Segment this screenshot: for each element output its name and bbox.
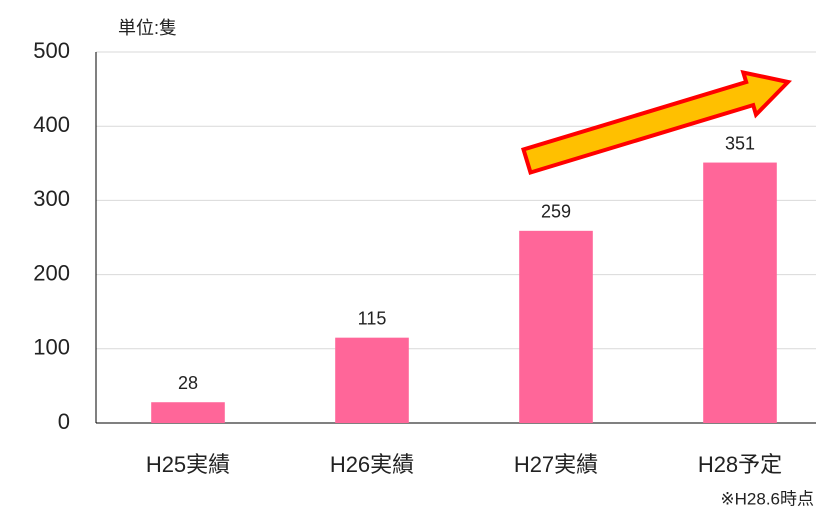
bar (519, 230, 593, 423)
data-label: 351 (725, 133, 755, 153)
y-tick-label: 400 (33, 112, 70, 137)
bar (151, 402, 225, 423)
x-tick-label: H27実績 (514, 452, 598, 477)
y-tick-label: 300 (33, 186, 70, 211)
data-label: 259 (541, 202, 571, 222)
trend-arrow (521, 69, 792, 175)
unit-label: 単位:隻 (118, 18, 177, 38)
bar (703, 162, 777, 424)
data-label: 115 (358, 308, 387, 328)
x-tick-label: H25実績 (146, 452, 230, 477)
data-label: 28 (178, 373, 198, 393)
y-tick-label: 100 (33, 335, 70, 360)
x-tick-label: H28予定 (698, 452, 782, 477)
x-tick-label: H26実績 (330, 452, 414, 477)
y-tick-label: 0 (58, 409, 70, 434)
bar (335, 337, 409, 423)
y-tick-label: 500 (33, 38, 70, 63)
note: ※H28.6時点 (720, 489, 814, 508)
y-tick-label: 200 (33, 260, 70, 285)
